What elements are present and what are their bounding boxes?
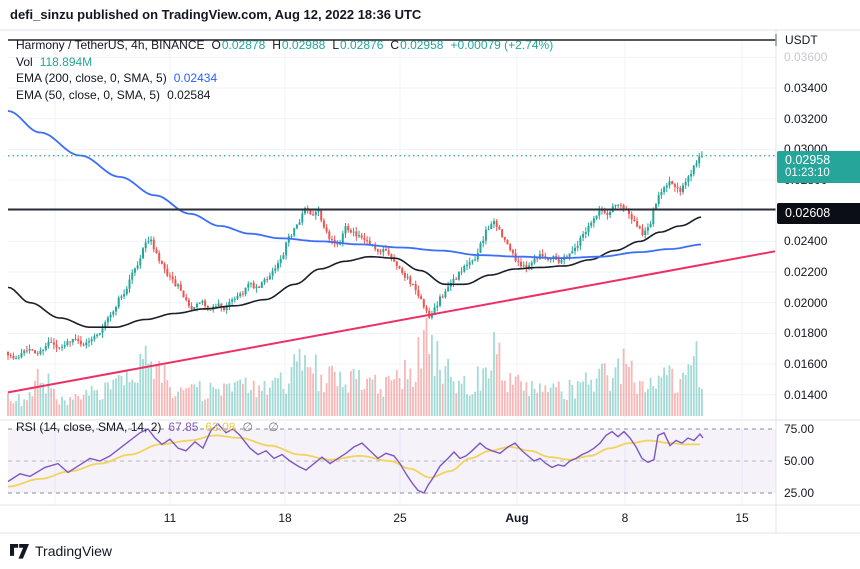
tradingview-brand-link[interactable]: TradingView (10, 543, 112, 559)
bar-countdown: 01:23:10 (785, 167, 830, 180)
ohlc-low: L 0.02876 (332, 38, 384, 52)
time-axis-label: 18 (278, 511, 292, 525)
price-axis-label: 0.03400 (784, 81, 828, 95)
current-price-badge: 0.02958 01:23:10 (777, 151, 860, 183)
price-axis-label: 0.01400 (784, 387, 828, 402)
ema200-legend-row[interactable]: EMA (200, close, 0, SMA, 5) 0.02434 (16, 71, 217, 85)
symbol-title: Harmony / TetherUS, 4h, BINANCE (16, 38, 205, 52)
ema50-label: EMA (50, close, 0, SMA, 5) (16, 88, 161, 102)
ema200-label: EMA (200, close, 0, SMA, 5) (16, 71, 167, 85)
time-axis-label: 15 (735, 511, 749, 525)
price-axis-label: 0.01800 (784, 326, 828, 341)
price-axis-label: 0.02200 (784, 265, 828, 280)
quote-currency-label: USDT (785, 33, 818, 47)
rsi-empty-set-icons: ∅ ∅ (242, 420, 285, 434)
time-axis-label: 25 (393, 511, 407, 525)
price-axis-label: 0.03200 (784, 111, 828, 126)
current-price-value: 0.02958 (785, 153, 831, 167)
rsi-value: 67.85 (168, 420, 199, 434)
attribution-text: defi_sinzu published on TradingView.com,… (10, 7, 422, 22)
volume-label: Vol (16, 55, 33, 69)
rsi-label: RSI (14, close, SMA, 14, 2) (16, 420, 162, 434)
ohlc-open: O 0.02878 (211, 38, 266, 52)
ohlc-close: C 0.02958 (390, 38, 444, 52)
time-axis-label: 11 (163, 511, 177, 525)
level-price-value: 0.02608 (785, 206, 831, 220)
time-axis-label: 8 (621, 511, 629, 525)
price-axis-label: 0.02400 (784, 234, 828, 249)
ema200-value: 0.02434 (173, 71, 218, 85)
price-axis-label: 0.01600 (784, 357, 828, 372)
ema50-legend-row[interactable]: EMA (50, close, 0, SMA, 5) 0.02584 (16, 88, 210, 102)
rsi-axis-label: 50.00 (784, 454, 815, 468)
ema50-value: 0.02584 (167, 88, 211, 102)
rsi-sma-value: 63.08 (205, 420, 236, 434)
ohlc-high: H 0.02988 (272, 38, 326, 52)
rsi-legend-row[interactable]: RSI (14, close, SMA, 14, 2) 67.85 63.08 … (16, 420, 285, 434)
time-axis-label: Aug (505, 511, 529, 525)
symbol-legend-row[interactable]: Harmony / TetherUS, 4h, BINANCE O 0.02878… (16, 38, 553, 52)
volume-value: 118.894M (39, 55, 93, 69)
tradingview-logo-text: TradingView (35, 543, 113, 559)
rsi-axis-label: 25.00 (784, 486, 815, 500)
rsi-axis-label: 75.00 (784, 422, 815, 436)
tradingview-logo-icon (10, 543, 29, 559)
volume-legend-row[interactable]: Vol 118.894M (16, 55, 92, 69)
price-change: +0.00079 (+2.74%) (450, 38, 554, 52)
price-level-badge: 0.02608 (777, 203, 860, 225)
price-axis-label: 0.02000 (784, 295, 828, 310)
price-axis-label: 0.03600 (784, 50, 828, 65)
